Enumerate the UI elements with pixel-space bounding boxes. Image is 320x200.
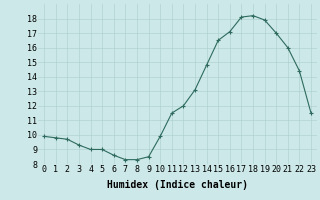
- X-axis label: Humidex (Indice chaleur): Humidex (Indice chaleur): [107, 180, 248, 190]
